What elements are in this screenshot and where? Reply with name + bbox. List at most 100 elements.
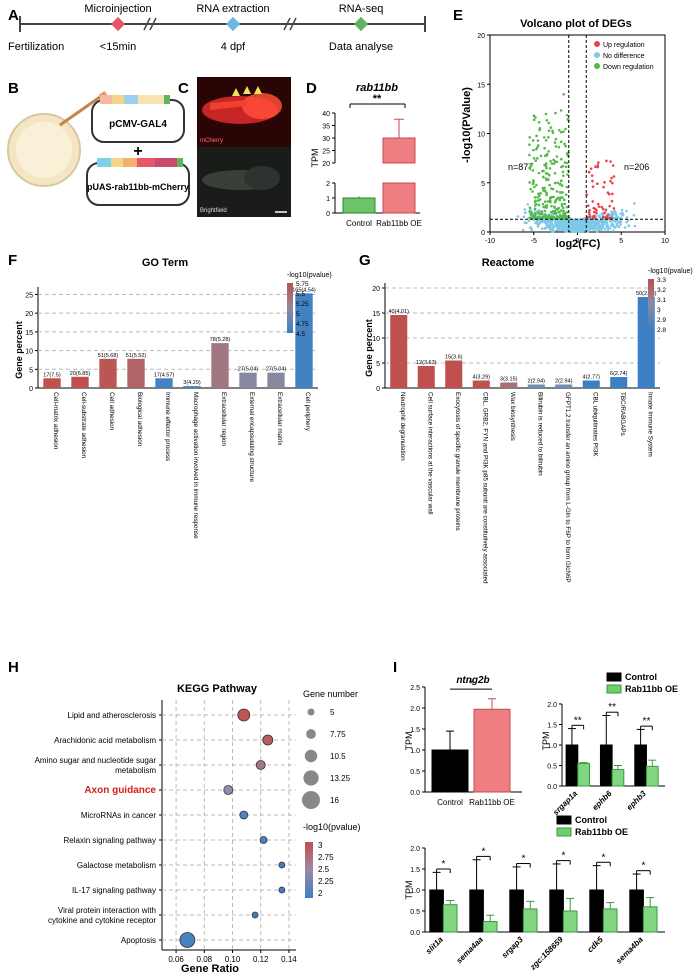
i1-ytick-label: 2.5 — [410, 685, 420, 692]
e-point-up — [588, 213, 591, 216]
e-point-up — [611, 181, 614, 185]
e-point-up — [600, 205, 604, 209]
e-point-down — [542, 215, 546, 218]
e-point-nodiff — [615, 222, 619, 226]
e-point-nodiff — [561, 223, 565, 227]
e-point-up — [586, 204, 590, 208]
e-point-nodiff — [523, 208, 527, 211]
e-point-down — [561, 191, 564, 194]
e-xtick-label: -10 — [485, 238, 495, 245]
e-point-down — [541, 175, 545, 179]
e-point-up — [609, 160, 612, 163]
e-point-nodiff — [570, 225, 574, 229]
e-point-nodiff — [619, 212, 622, 216]
h-size-legend-label: 5 — [330, 708, 335, 717]
e-point-nodiff — [583, 228, 587, 231]
g-chart-legend-title: -log10(pvalue) — [648, 268, 693, 275]
e-chart: -10 -5 0 5 10 0 5 10 15 20 Up regulation No differe… — [477, 33, 669, 245]
i1-chart: 0.0 0.5 1.0 1.5 2.0 2.5 Control Rab11bb OE * — [410, 678, 522, 807]
plasmid1-label: pCMV-GAL4 — [109, 119, 167, 130]
e-point-nodiff — [621, 213, 625, 217]
e-point-nodiff — [550, 227, 553, 230]
e-legend-marker — [594, 63, 600, 69]
g-chart-ytick-label: 0 — [376, 386, 380, 393]
h-xtick-label: 0.08 — [197, 955, 213, 964]
g-chart-data-label: 40(4.01) — [389, 309, 410, 315]
d-ytick-label: 1 — [326, 196, 330, 203]
e-point-down — [557, 145, 561, 149]
e-point-down — [544, 204, 548, 208]
h-bubble — [259, 836, 268, 844]
g-chart-data-label: 12(3.63) — [416, 360, 437, 366]
h-color-legend-label: 2.75 — [318, 853, 334, 862]
h-size-legend-label: 16 — [330, 796, 339, 805]
e-point-up — [594, 165, 597, 169]
e-point-up — [601, 215, 605, 219]
e-point-down — [542, 169, 545, 173]
e-point-down — [528, 136, 532, 139]
g-chart-xtick-label: CBL, GRB2, FYN and PI3K p85 subunit are … — [481, 392, 488, 584]
i2-legend-marker — [606, 684, 622, 694]
e-ytick-label: 15 — [477, 82, 485, 89]
panel-i: I ntng2b TPM TPM TPM 0.0 0.5 1.0 1.5 2.0 2.5 C… — [393, 659, 678, 972]
e-point-down — [558, 183, 562, 186]
f-title: GO Term — [142, 257, 188, 269]
i3-chart-bar — [522, 908, 538, 933]
e-point-down — [534, 116, 537, 119]
microinjection-marker — [110, 16, 126, 32]
e-point-down — [536, 139, 540, 142]
h-xlabel: Gene Ratio — [181, 963, 239, 975]
e-point-down — [535, 134, 538, 138]
e-point-nodiff — [547, 225, 551, 229]
plasmid2-segment-a — [97, 158, 111, 167]
e-point-nodiff — [579, 228, 583, 232]
e-point-down — [565, 185, 569, 189]
i3-chart-xtick-label: slit1a — [424, 935, 445, 956]
e-point-nodiff — [609, 220, 612, 223]
i2-chart-bar — [645, 765, 659, 787]
e-point-down — [553, 171, 557, 175]
e-ylabel: -log10(PValue) — [461, 87, 473, 163]
i1-ylabel: TPM — [404, 732, 414, 751]
e-point-down — [537, 120, 541, 124]
h-bubble — [262, 734, 274, 746]
h-category-label: Viral protein interaction with — [58, 906, 156, 915]
i3-chart-bar — [482, 921, 498, 933]
h-size-legend-marker — [307, 708, 315, 716]
e-point-down — [559, 157, 563, 161]
d-bar-oe-lower — [382, 182, 416, 214]
e-point-up — [612, 175, 616, 178]
e-point-nodiff — [619, 219, 622, 223]
g-chart-data-label: 3(3.15) — [500, 377, 518, 383]
e-point-nodiff — [562, 227, 566, 231]
e-point-up — [611, 192, 614, 196]
mcherry-label: mCherry — [200, 138, 223, 144]
f-chart-data-label: 17(4.57) — [154, 372, 175, 378]
e-point-nodiff — [588, 220, 592, 224]
e-point-nodiff — [616, 215, 619, 219]
e-point-down — [529, 187, 532, 191]
g-chart-legend-tick: 2.9 — [657, 317, 666, 324]
e-point-nodiff — [540, 219, 544, 223]
g-chart-xtick-label: Neutrophil degranulation — [399, 392, 406, 461]
e-point-up — [610, 199, 614, 203]
g-chart-legend-tick: 3 — [657, 307, 661, 314]
e-point-down — [553, 200, 557, 204]
plasmid2-segment-e — [155, 158, 177, 167]
e-point-down — [558, 191, 562, 194]
panel-e-letter: E — [453, 7, 463, 24]
g-chart-xtick-label: Cell surface interactions at the vascula… — [426, 392, 433, 515]
e-point-nodiff — [599, 220, 603, 223]
e-point-down — [537, 192, 540, 196]
e-xtick-label: 5 — [619, 238, 623, 245]
g-chart-bar — [610, 377, 628, 388]
e-xtick-label: 10 — [661, 238, 669, 245]
g-chart-data-label: 2(2.94) — [555, 379, 573, 385]
e-point-down — [562, 198, 566, 202]
e-point-down — [528, 143, 531, 146]
e-point-up — [605, 215, 609, 218]
e-point-down — [549, 159, 552, 163]
h-bubble — [179, 932, 196, 948]
d-ytick-label: 0 — [326, 211, 330, 218]
i2-chart-xtick-label: ephb3 — [625, 789, 648, 812]
